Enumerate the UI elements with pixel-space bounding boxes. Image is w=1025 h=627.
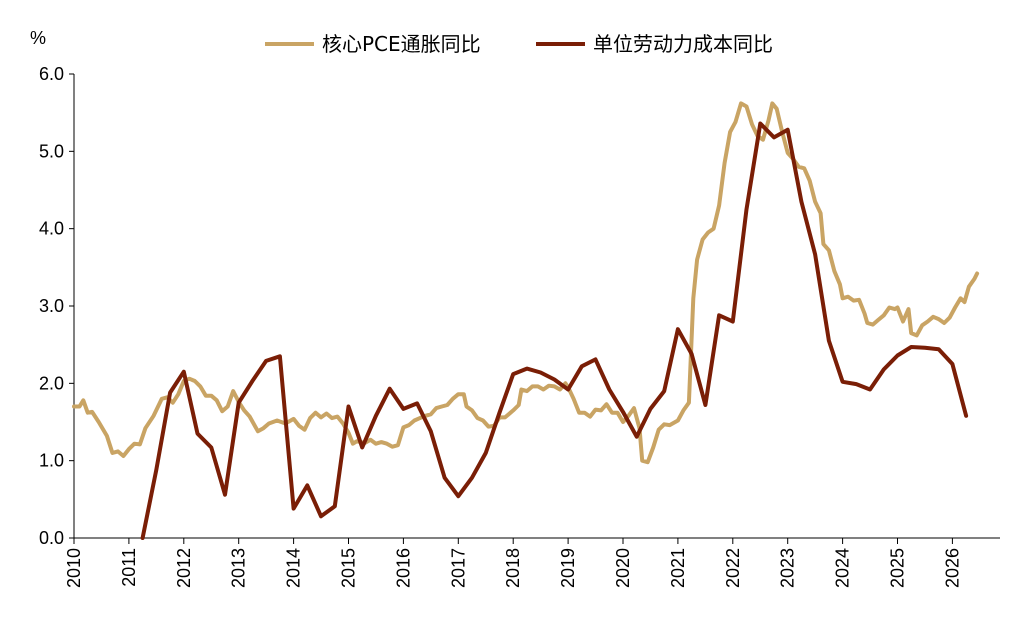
y-axis: 0.0 1.0 2.0 3.0 4.0 5.0 6.0 <box>39 64 75 548</box>
y-tick-label: 0.0 <box>39 528 64 548</box>
y-tick-label: 2.0 <box>39 373 64 393</box>
y-tick-label: 6.0 <box>39 64 64 84</box>
x-tick-label: 2018 <box>503 548 523 588</box>
x-tick-label: 2023 <box>778 548 798 588</box>
x-tick-label: 2025 <box>888 548 908 588</box>
x-tick-label: 2011 <box>119 548 139 587</box>
y-tick-label: 1.0 <box>39 451 64 471</box>
x-tick-label: 2026 <box>942 548 962 588</box>
y-unit-label: % <box>30 28 46 48</box>
x-tick-label: 2015 <box>339 548 359 588</box>
x-tick-label: 2016 <box>393 548 413 588</box>
x-tick-label: 2022 <box>723 548 743 588</box>
x-tick-label: 2020 <box>613 548 633 588</box>
series-layer <box>72 101 980 540</box>
legend-label-unit-labor-cost: 单位劳动力成本同比 <box>593 32 773 56</box>
x-tick-label: 2017 <box>448 548 468 588</box>
legend-label-core-pce: 核心PCE通胀同比 <box>322 32 481 56</box>
x-tick-label: 2019 <box>558 548 578 588</box>
series-line-core-pce <box>72 101 980 465</box>
series-line-unit-labor-cost <box>140 121 969 540</box>
x-tick-label: 2024 <box>833 548 853 588</box>
x-tick-label: 2010 <box>64 548 84 588</box>
y-tick-label: 3.0 <box>39 296 64 316</box>
legend: 核心PCE通胀同比 单位劳动力成本同比 <box>265 32 773 56</box>
x-tick-label: 2013 <box>229 548 249 588</box>
y-tick-label: 4.0 <box>39 219 64 239</box>
x-tick-label: 2021 <box>668 548 688 588</box>
x-tick-label: 2012 <box>174 548 194 588</box>
x-tick-label: 2014 <box>284 548 304 588</box>
y-tick-label: 5.0 <box>39 141 64 161</box>
x-axis: 2010 2011 2012 2013 2014 2015 2016 2017 2018 2019… <box>64 537 1000 588</box>
